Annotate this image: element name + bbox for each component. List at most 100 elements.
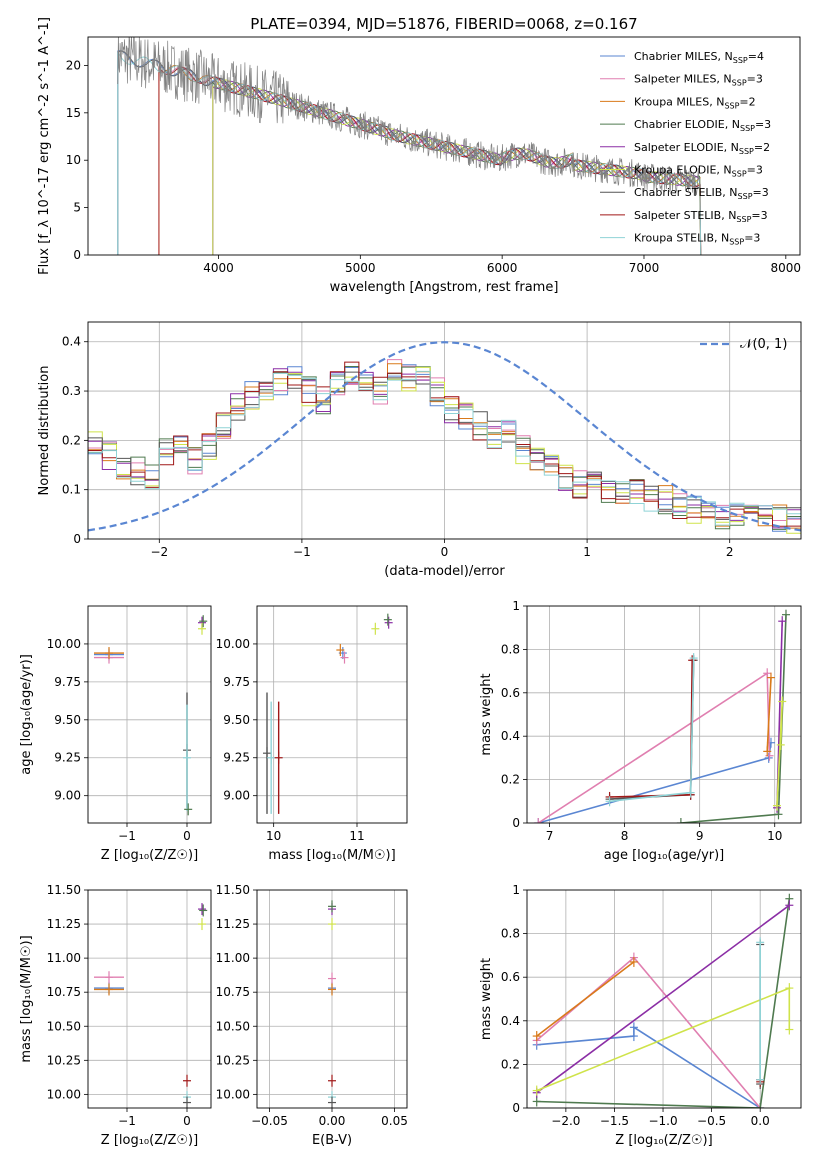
y-tick-label: 0.4: [501, 1014, 520, 1028]
y-tick-label: 20: [66, 58, 81, 72]
y-tick-label: 11.25: [216, 917, 250, 931]
y-tick-label: 0: [73, 248, 81, 262]
plot-area: [88, 890, 211, 1108]
mass-weight-line: [536, 898, 791, 1108]
mass-weight-line: [536, 961, 635, 1037]
y-tick-label: 0.6: [501, 970, 520, 984]
y-tick-label: 0.4: [62, 335, 81, 349]
x-tick-label: 0.00: [319, 1114, 346, 1128]
y-tick-label: 9.50: [54, 713, 81, 727]
y-tick-label: 11.00: [216, 951, 250, 965]
y-tick-label: 11.50: [216, 883, 250, 897]
x-tick-label: −1: [118, 829, 136, 843]
y-tick-label: 10.75: [216, 985, 250, 999]
y-tick-label: 10.00: [216, 637, 250, 651]
y-tick-label: 0.1: [62, 483, 81, 497]
axes-age-vs-Z: −1 0 9.00 9.25 9.50 9.75 10.00 Z [log₁₀(Z/Z☉)] a…: [19, 605, 212, 863]
x-axis-label: wavelength [Angstrom, rest frame]: [330, 280, 559, 295]
y-tick-label: 10.25: [216, 1053, 250, 1067]
axes-frame: [526, 605, 802, 824]
x-tick-label: 0: [183, 829, 191, 843]
axes-age-vs-mass: 10 11 9.00 9.25 9.50 9.75 10.00 mass [log₁₀(M/M…: [216, 605, 408, 863]
y-tick-label: 0.2: [501, 1057, 520, 1071]
x-tick-label: 4000: [203, 261, 234, 275]
mass-weight-line: [536, 956, 761, 1108]
y-tick-label: 9.00: [54, 789, 81, 803]
gaussian-curve: [88, 341, 801, 532]
x-tick-label: −2: [150, 545, 168, 559]
y-tick-label: 0.6: [501, 686, 520, 700]
y-tick-label: 9.00: [223, 789, 250, 803]
x-axis-label: Z [log₁₀(Z/Z☉)]: [101, 848, 198, 863]
legend-label: Chabrier ELODIE, NSSP=3: [634, 118, 771, 133]
x-tick-label: 2: [726, 545, 734, 559]
plot-area: [117, 37, 702, 255]
axes-frame: [526, 889, 802, 1109]
legend-label: Salpeter ELODIE, NSSP=2: [634, 141, 770, 156]
axes-spectrum: 4000 5000 6000 7000 8000 0 5 10 15 20 wavelength […: [37, 17, 801, 295]
x-axis-label: Z [log₁₀(Z/Z☉)]: [101, 1133, 198, 1148]
y-tick-label: 0: [73, 532, 81, 546]
x-tick-label: 7000: [629, 261, 660, 275]
x-tick-label: −2.0: [551, 1114, 580, 1128]
x-tick-label: 5000: [345, 261, 376, 275]
legend-label: Chabrier STELIB, NSSP=3: [634, 186, 769, 201]
y-tick-label: 0.4: [501, 729, 520, 743]
legend-label: Salpeter MILES, NSSP=3: [634, 73, 763, 88]
x-axis-label: (data-model)/error: [384, 564, 505, 579]
y-tick-label: 0.8: [501, 927, 520, 941]
axes-frame: [87, 321, 802, 540]
residual-histogram: [88, 370, 801, 539]
y-tick-label: 9.75: [54, 675, 81, 689]
y-tick-label: 1: [512, 599, 520, 613]
axes-frame: [256, 889, 408, 1109]
x-axis-label: Z [log₁₀(Z/Z☉)]: [615, 1133, 712, 1148]
x-tick-label: 10: [767, 829, 782, 843]
plot-area: [257, 606, 407, 823]
x-axis-label: E(B-V): [312, 1133, 352, 1148]
y-tick-label: 0.2: [501, 773, 520, 787]
x-tick-label: 9: [696, 829, 704, 843]
y-tick-label: 10.75: [47, 985, 81, 999]
model-line: [212, 79, 702, 255]
y-tick-label: 15: [66, 106, 81, 120]
axes-frame: [256, 605, 408, 824]
y-tick-label: 11.00: [47, 951, 81, 965]
y-tick-label: 0.8: [501, 642, 520, 656]
x-axis-label: age [log₁₀(age/yr)]: [604, 848, 725, 863]
y-tick-label: 10.00: [47, 637, 81, 651]
legend-label: Kroupa STELIB, NSSP=3: [634, 232, 760, 247]
mass-weight-line: [766, 677, 772, 752]
plot-area: [257, 890, 407, 1108]
y-tick-label: 0.3: [62, 384, 81, 398]
mass-weight-line: [536, 904, 790, 1094]
mass-weight-line: [538, 742, 772, 823]
x-tick-label: 7: [546, 829, 554, 843]
x-tick-label: 0: [441, 545, 449, 559]
x-tick-label: 8000: [771, 261, 802, 275]
legend-label: Kroupa ELODIE, NSSP=3: [634, 164, 763, 179]
model-line: [117, 51, 702, 255]
mass-weight-line: [609, 660, 693, 798]
y-tick-label: 9.75: [223, 675, 250, 689]
y-tick-label: 10.00: [47, 1087, 81, 1101]
axes-massweight-vs-age: 7 8 9 10 0 0.2 0.4 0.6 0.8 1 age [log₁₀(age/yr)] ma…: [479, 599, 802, 863]
x-tick-label: −1.5: [600, 1114, 629, 1128]
axes-massweight-vs-Z: −2.0 −1.5 −1.0 −0.5 0.0 0 0.2 0.4 0.6 0.8 1 Z [log₁…: [479, 883, 802, 1148]
y-tick-label: 11.25: [47, 917, 81, 931]
x-tick-label: −0.5: [697, 1114, 726, 1128]
axes-residuals: −2 −1 0 1 2 0 0.1 0.2 0.3 0.4 (data-model)/error No…: [37, 321, 802, 579]
legend-label: 𝒩(0, 1): [740, 337, 787, 352]
legend-label: Chabrier MILES, NSSP=4: [634, 50, 764, 65]
y-tick-label: 0.2: [62, 433, 81, 447]
x-tick-label: 10: [266, 829, 281, 843]
y-tick-label: 9.25: [223, 751, 250, 765]
plot-area: [527, 606, 801, 823]
y-tick-label: 1: [512, 883, 520, 897]
x-tick-label: 0.0: [751, 1114, 770, 1128]
x-tick-label: 8: [621, 829, 629, 843]
y-tick-label: 10.50: [47, 1019, 81, 1033]
y-axis-label: mass weight: [479, 958, 494, 1040]
y-tick-label: 11.50: [47, 883, 81, 897]
axes-mass-vs-EBV: −0.05 0.00 0.05 10.00 10.25 10.50 10.75 11.00 11…: [216, 883, 408, 1148]
